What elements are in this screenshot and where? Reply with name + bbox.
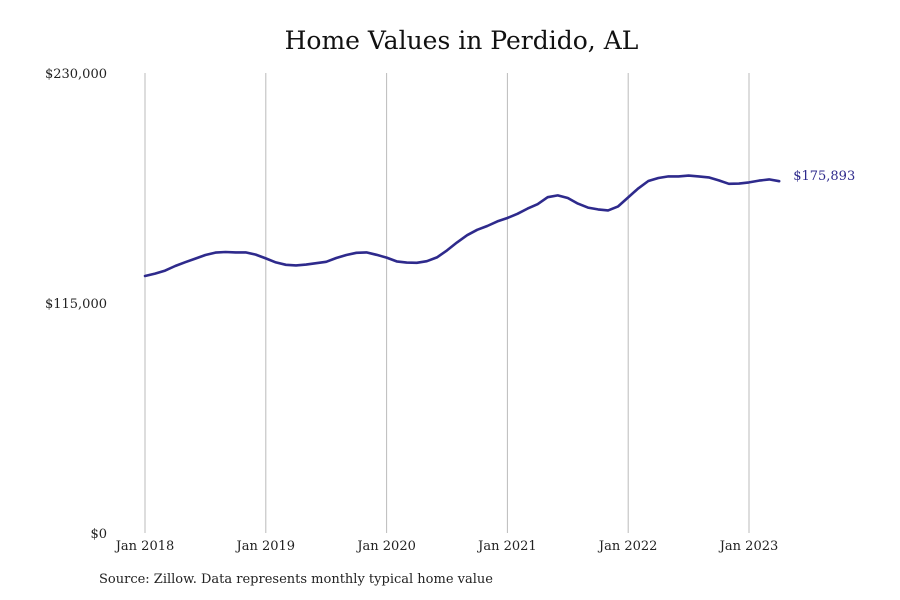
y-tick-label: $230,000	[45, 67, 107, 82]
x-tick-label: Jan 2023	[718, 539, 779, 554]
chart-title: Home Values in Perdido, AL	[284, 26, 639, 55]
source-note: Source: Zillow. Data represents monthly …	[99, 572, 493, 587]
x-axis-tick-labels: Jan 2018 Jan 2019 Jan 2020 Jan 2021 Jan 2022…	[114, 539, 779, 554]
x-tick-label: Jan 2019	[235, 539, 296, 554]
y-axis-tick-labels: $0 $115,000 $230,000	[45, 67, 107, 542]
x-tick-label: Jan 2021	[476, 539, 537, 554]
y-tick-label: $115,000	[45, 297, 107, 312]
x-tick-label: Jan 2018	[114, 539, 175, 554]
x-tick-label: Jan 2020	[355, 539, 416, 554]
vertical-gridlines	[144, 73, 750, 533]
home-value-series-line	[143, 174, 781, 278]
latest-value-label: $175,893	[793, 169, 855, 184]
x-tick-label: Jan 2022	[597, 539, 658, 554]
y-tick-label: $0	[90, 527, 107, 542]
